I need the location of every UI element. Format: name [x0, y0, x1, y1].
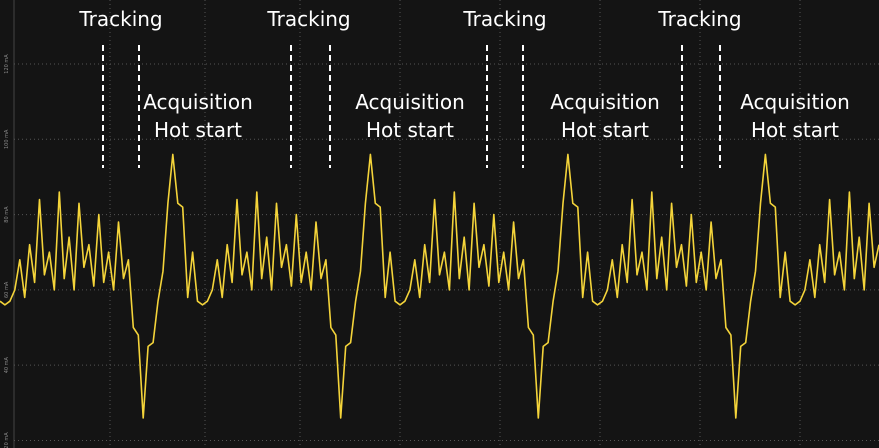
annotation-label: Tracking — [462, 7, 546, 31]
y-tick-label: 40 mA — [4, 356, 10, 373]
annotation-label: Acquisition — [355, 90, 465, 114]
y-tick-label: 100 mA — [4, 129, 10, 149]
y-tick-label: 80 mA — [4, 206, 10, 223]
annotation-label: Hot start — [366, 118, 454, 142]
annotation-label: Acquisition — [143, 90, 253, 114]
y-tick-label: 60 mA — [4, 281, 10, 298]
annotation-label: Hot start — [751, 118, 839, 142]
annotation-label: Hot start — [561, 118, 649, 142]
annotation-label: Tracking — [78, 7, 162, 31]
trace — [0, 153, 879, 419]
y-tick-label: 20 mA — [4, 432, 10, 448]
annotation-label: Hot start — [154, 118, 242, 142]
annotation-label: Acquisition — [550, 90, 660, 114]
annotation-label: Tracking — [266, 7, 350, 31]
annotation-label: Tracking — [657, 7, 741, 31]
y-tick-label: 120 mA — [4, 54, 10, 74]
annotation-label: Acquisition — [740, 90, 850, 114]
